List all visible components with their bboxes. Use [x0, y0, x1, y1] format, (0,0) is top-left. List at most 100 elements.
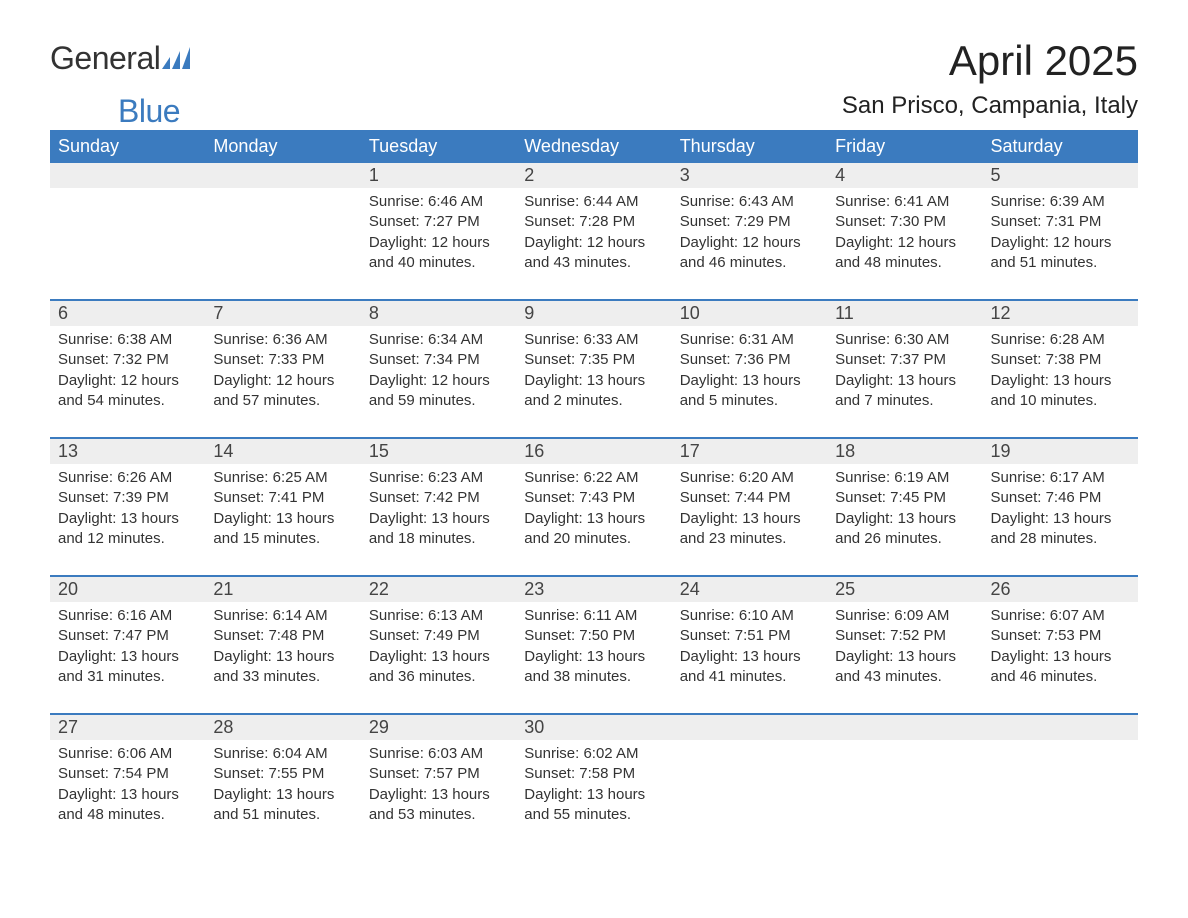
day-number-cell: 11	[827, 300, 982, 326]
daylight-line-1: Daylight: 13 hours	[58, 509, 197, 529]
daylight-line-1: Daylight: 13 hours	[991, 371, 1130, 391]
daylight-line-1: Daylight: 12 hours	[524, 233, 663, 253]
day-of-week-header: Wednesday	[516, 130, 671, 163]
logo-chart-icon	[162, 40, 190, 77]
sunset-line: Sunset: 7:49 PM	[369, 626, 508, 646]
day-number-row: 6789101112	[50, 300, 1138, 326]
day-number-cell: 25	[827, 576, 982, 602]
day-number-cell: 26	[983, 576, 1138, 602]
sunrise-line: Sunrise: 6:36 AM	[213, 330, 352, 350]
sunset-line: Sunset: 7:54 PM	[58, 764, 197, 784]
day-number-cell: 2	[516, 163, 671, 188]
daylight-line-2: and 18 minutes.	[369, 529, 508, 549]
daylight-line-1: Daylight: 12 hours	[835, 233, 974, 253]
day-number-cell: 24	[672, 576, 827, 602]
sunrise-line: Sunrise: 6:25 AM	[213, 468, 352, 488]
day-body-cell: Sunrise: 6:07 AMSunset: 7:53 PMDaylight:…	[983, 602, 1138, 714]
sunrise-line: Sunrise: 6:41 AM	[835, 192, 974, 212]
day-body-cell: Sunrise: 6:28 AMSunset: 7:38 PMDaylight:…	[983, 326, 1138, 438]
sunrise-line: Sunrise: 6:38 AM	[58, 330, 197, 350]
title-block: April 2025	[949, 40, 1138, 82]
daylight-line-2: and 12 minutes.	[58, 529, 197, 549]
day-number-cell: 9	[516, 300, 671, 326]
daylight-line-1: Daylight: 13 hours	[524, 647, 663, 667]
sunrise-line: Sunrise: 6:19 AM	[835, 468, 974, 488]
daylight-line-2: and 20 minutes.	[524, 529, 663, 549]
sunrise-line: Sunrise: 6:22 AM	[524, 468, 663, 488]
sunrise-line: Sunrise: 6:16 AM	[58, 606, 197, 626]
daylight-line-2: and 31 minutes.	[58, 667, 197, 687]
day-body-cell: Sunrise: 6:17 AMSunset: 7:46 PMDaylight:…	[983, 464, 1138, 576]
day-body-cell: Sunrise: 6:25 AMSunset: 7:41 PMDaylight:…	[205, 464, 360, 576]
day-body-cell: Sunrise: 6:38 AMSunset: 7:32 PMDaylight:…	[50, 326, 205, 438]
day-body-cell	[983, 740, 1138, 852]
daylight-line-1: Daylight: 13 hours	[991, 509, 1130, 529]
daylight-line-2: and 33 minutes.	[213, 667, 352, 687]
day-body-cell	[672, 740, 827, 852]
day-number-cell: 10	[672, 300, 827, 326]
daylight-line-2: and 26 minutes.	[835, 529, 974, 549]
daylight-line-2: and 15 minutes.	[213, 529, 352, 549]
daylight-line-1: Daylight: 13 hours	[58, 647, 197, 667]
day-number-cell	[50, 163, 205, 188]
day-of-week-header: Sunday	[50, 130, 205, 163]
daylight-line-1: Daylight: 13 hours	[369, 509, 508, 529]
day-body-cell	[205, 188, 360, 300]
sunrise-line: Sunrise: 6:14 AM	[213, 606, 352, 626]
sunset-line: Sunset: 7:39 PM	[58, 488, 197, 508]
sunset-line: Sunset: 7:46 PM	[991, 488, 1130, 508]
day-number-cell: 17	[672, 438, 827, 464]
day-number-cell: 5	[983, 163, 1138, 188]
daylight-line-1: Daylight: 13 hours	[991, 647, 1130, 667]
day-body-row: Sunrise: 6:16 AMSunset: 7:47 PMDaylight:…	[50, 602, 1138, 714]
daylight-line-2: and 40 minutes.	[369, 253, 508, 273]
daylight-line-1: Daylight: 13 hours	[524, 371, 663, 391]
sunrise-line: Sunrise: 6:46 AM	[369, 192, 508, 212]
daylight-line-2: and 43 minutes.	[524, 253, 663, 273]
day-number-cell: 6	[50, 300, 205, 326]
sunset-line: Sunset: 7:47 PM	[58, 626, 197, 646]
day-number-cell: 15	[361, 438, 516, 464]
sunset-line: Sunset: 7:37 PM	[835, 350, 974, 370]
daylight-line-2: and 55 minutes.	[524, 805, 663, 825]
sunset-line: Sunset: 7:41 PM	[213, 488, 352, 508]
day-number-cell: 16	[516, 438, 671, 464]
day-body-cell: Sunrise: 6:04 AMSunset: 7:55 PMDaylight:…	[205, 740, 360, 852]
day-body-cell: Sunrise: 6:39 AMSunset: 7:31 PMDaylight:…	[983, 188, 1138, 300]
day-body-row: Sunrise: 6:26 AMSunset: 7:39 PMDaylight:…	[50, 464, 1138, 576]
daylight-line-1: Daylight: 12 hours	[58, 371, 197, 391]
daylight-line-2: and 7 minutes.	[835, 391, 974, 411]
sunrise-line: Sunrise: 6:09 AM	[835, 606, 974, 626]
day-number-cell: 4	[827, 163, 982, 188]
daylight-line-1: Daylight: 13 hours	[680, 509, 819, 529]
sunset-line: Sunset: 7:38 PM	[991, 350, 1130, 370]
sunset-line: Sunset: 7:43 PM	[524, 488, 663, 508]
logo-text-2: Blue	[118, 93, 180, 130]
sunrise-line: Sunrise: 6:10 AM	[680, 606, 819, 626]
day-of-week-header: Tuesday	[361, 130, 516, 163]
day-number-cell	[983, 714, 1138, 740]
daylight-line-1: Daylight: 13 hours	[835, 647, 974, 667]
sunset-line: Sunset: 7:58 PM	[524, 764, 663, 784]
day-number-cell: 13	[50, 438, 205, 464]
sunrise-line: Sunrise: 6:28 AM	[991, 330, 1130, 350]
day-body-cell: Sunrise: 6:10 AMSunset: 7:51 PMDaylight:…	[672, 602, 827, 714]
daylight-line-2: and 46 minutes.	[680, 253, 819, 273]
day-number-cell: 1	[361, 163, 516, 188]
sunset-line: Sunset: 7:30 PM	[835, 212, 974, 232]
day-body-cell: Sunrise: 6:23 AMSunset: 7:42 PMDaylight:…	[361, 464, 516, 576]
day-body-cell: Sunrise: 6:41 AMSunset: 7:30 PMDaylight:…	[827, 188, 982, 300]
day-number-cell: 22	[361, 576, 516, 602]
sunset-line: Sunset: 7:42 PM	[369, 488, 508, 508]
sunset-line: Sunset: 7:28 PM	[524, 212, 663, 232]
daylight-line-2: and 5 minutes.	[680, 391, 819, 411]
daylight-line-2: and 59 minutes.	[369, 391, 508, 411]
sunset-line: Sunset: 7:35 PM	[524, 350, 663, 370]
sunrise-line: Sunrise: 6:06 AM	[58, 744, 197, 764]
sunset-line: Sunset: 7:36 PM	[680, 350, 819, 370]
day-body-cell: Sunrise: 6:34 AMSunset: 7:34 PMDaylight:…	[361, 326, 516, 438]
day-body-cell: Sunrise: 6:19 AMSunset: 7:45 PMDaylight:…	[827, 464, 982, 576]
sunrise-line: Sunrise: 6:39 AM	[991, 192, 1130, 212]
daylight-line-1: Daylight: 13 hours	[213, 785, 352, 805]
daylight-line-2: and 46 minutes.	[991, 667, 1130, 687]
